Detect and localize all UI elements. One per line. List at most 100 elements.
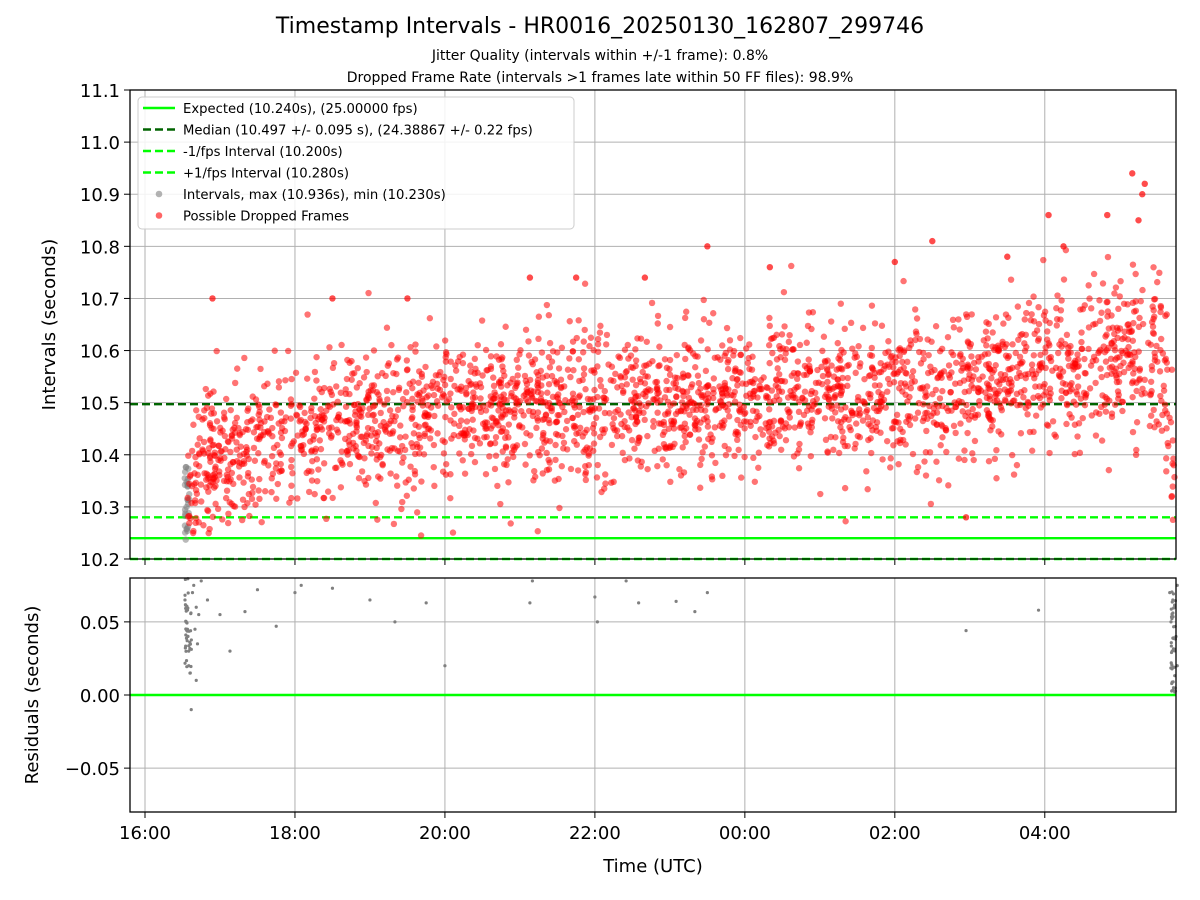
dropped-frame-point xyxy=(402,433,409,440)
dropped-frame-point xyxy=(1151,296,1158,303)
dropped-frame-point xyxy=(1079,414,1086,422)
dropped-frame-point xyxy=(801,362,809,370)
x-tick-label: 04:00 xyxy=(1019,823,1071,844)
dropped-frame-point xyxy=(222,446,229,453)
dropped-frame-point xyxy=(317,406,324,413)
dropped-frame-point xyxy=(756,412,763,420)
dropped-frame-point xyxy=(1032,412,1040,419)
dropped-frame-point xyxy=(363,397,370,404)
dropped-frame-point xyxy=(1139,191,1146,198)
dropped-frame-point xyxy=(586,408,594,415)
dropped-frame-point xyxy=(948,369,955,376)
dropped-frame-point xyxy=(698,455,705,463)
dropped-frame-point xyxy=(969,405,976,413)
dropped-frame-point xyxy=(386,430,394,437)
legend-entry-label: Median (10.497 +/- 0.095 s), (24.38867 +… xyxy=(183,124,533,139)
dropped-frame-point xyxy=(419,402,426,409)
dropped-frame-point xyxy=(766,406,773,413)
dropped-frame-point xyxy=(525,352,533,359)
dropped-frame-point xyxy=(776,342,783,350)
dropped-frame-point xyxy=(534,417,542,424)
dropped-frame-point xyxy=(949,316,957,324)
dropped-frame-point xyxy=(528,393,535,400)
dropped-frame-point xyxy=(772,376,780,383)
dropped-frame-point xyxy=(277,409,285,416)
dropped-frame-point xyxy=(819,372,827,380)
residual-point xyxy=(183,661,187,665)
dropped-frame-point xyxy=(734,436,741,444)
dropped-frame-point xyxy=(191,497,199,504)
dropped-frame-point xyxy=(960,377,968,384)
dropped-frame-point xyxy=(1154,278,1161,286)
dropped-frame-point xyxy=(631,445,638,452)
dropped-frame-point xyxy=(680,392,687,400)
dropped-frame-point xyxy=(912,306,919,313)
dropped-frame-point xyxy=(654,320,661,327)
dropped-frame-point xyxy=(884,375,892,383)
dropped-frame-point xyxy=(766,263,774,271)
dropped-frame-point xyxy=(1086,385,1094,392)
dropped-frame-point xyxy=(545,380,553,388)
dropped-frame-point xyxy=(988,375,995,382)
dropped-frame-point xyxy=(945,362,953,369)
dropped-frame-point xyxy=(868,302,876,309)
dropped-frame-point xyxy=(364,424,372,432)
dropped-frame-point xyxy=(606,410,613,417)
dropped-frame-point xyxy=(889,358,896,366)
dropped-frame-point xyxy=(1127,351,1134,359)
dropped-frame-point xyxy=(571,398,579,405)
dropped-frame-point xyxy=(210,410,218,417)
dropped-frame-point xyxy=(538,349,546,356)
dropped-frame-point xyxy=(539,416,547,423)
dropped-frame-point xyxy=(597,322,604,330)
top-y-tick-label: 10.6 xyxy=(80,342,120,363)
dropped-frame-point xyxy=(411,471,419,478)
dropped-frame-point xyxy=(1045,340,1052,347)
dropped-frame-point xyxy=(823,365,831,372)
dropped-frame-point xyxy=(190,421,197,428)
dropped-frame-point xyxy=(959,408,966,415)
dropped-frame-point xyxy=(245,469,252,477)
dropped-frame-point xyxy=(999,338,1006,346)
dropped-frame-point xyxy=(268,452,276,460)
dropped-frame-point xyxy=(1133,387,1140,395)
dropped-frame-point xyxy=(738,474,745,481)
dropped-frame-point xyxy=(669,443,676,451)
dropped-frame-point xyxy=(831,384,838,391)
dropped-frame-point xyxy=(700,296,707,304)
dropped-frame-point xyxy=(790,346,797,353)
dropped-frame-point xyxy=(1164,366,1171,373)
dropped-frame-point xyxy=(867,435,874,442)
residual-point xyxy=(228,649,232,653)
dropped-frame-point xyxy=(710,389,717,397)
dropped-frame-point xyxy=(955,316,962,323)
dropped-frame-point xyxy=(333,383,340,390)
dropped-frame-point xyxy=(563,446,571,453)
dropped-frame-point xyxy=(522,461,529,468)
dropped-frame-point xyxy=(409,414,416,421)
dropped-frame-point xyxy=(548,404,556,412)
dropped-frame-point xyxy=(430,463,437,471)
dropped-frame-point xyxy=(549,348,557,355)
dropped-frame-point xyxy=(595,405,603,412)
dropped-frame-point xyxy=(741,425,748,432)
dropped-frame-point xyxy=(501,460,508,468)
dropped-frame-point xyxy=(427,404,435,411)
dropped-frame-point xyxy=(458,383,465,390)
dropped-frame-point xyxy=(1064,350,1071,357)
dropped-frame-point xyxy=(1119,349,1126,357)
top-y-tick-label: 10.8 xyxy=(80,237,120,258)
dropped-frame-point xyxy=(395,384,403,392)
dropped-frame-point xyxy=(241,503,248,511)
dropped-frame-point xyxy=(1086,295,1093,302)
top-y-tick-label: 10.9 xyxy=(80,185,120,206)
residual-point xyxy=(624,579,628,583)
dropped-frame-point xyxy=(1119,398,1126,406)
dropped-frame-point xyxy=(845,361,852,369)
dropped-frame-point xyxy=(555,475,562,483)
dropped-frame-point xyxy=(243,444,250,451)
dropped-frame-point xyxy=(737,334,744,342)
dropped-frame-point xyxy=(594,341,602,348)
dropped-frame-point xyxy=(679,387,686,395)
residual-point xyxy=(187,629,191,633)
